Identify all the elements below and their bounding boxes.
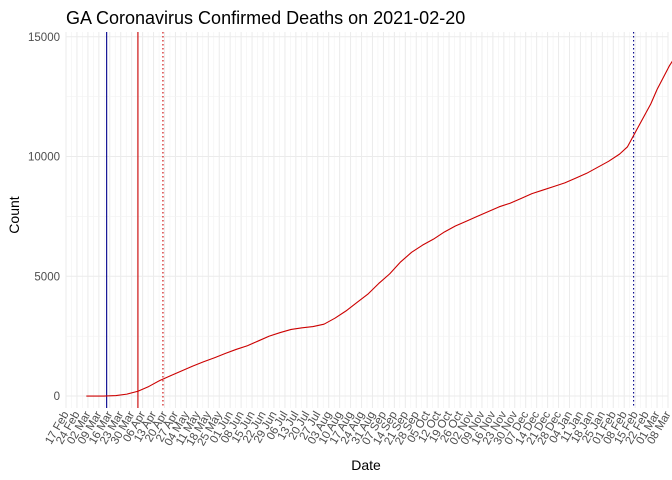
y-axis-ticks: 0 5000 10000 15000 — [28, 32, 60, 403]
y-tick-label: 10000 — [28, 152, 60, 164]
y-tick-label: 0 — [54, 391, 60, 403]
chart-title: GA Coronavirus Confirmed Deaths on 2021-… — [66, 8, 465, 28]
series-group — [86, 60, 672, 397]
series-line — [86, 60, 672, 397]
grid — [65, 32, 669, 408]
y-tick-label: 15000 — [28, 32, 60, 44]
y-axis-title: Count — [6, 196, 22, 233]
reference-lines — [106, 32, 635, 408]
x-axis-title: Date — [351, 457, 381, 473]
y-tick-label: 5000 — [34, 271, 60, 283]
